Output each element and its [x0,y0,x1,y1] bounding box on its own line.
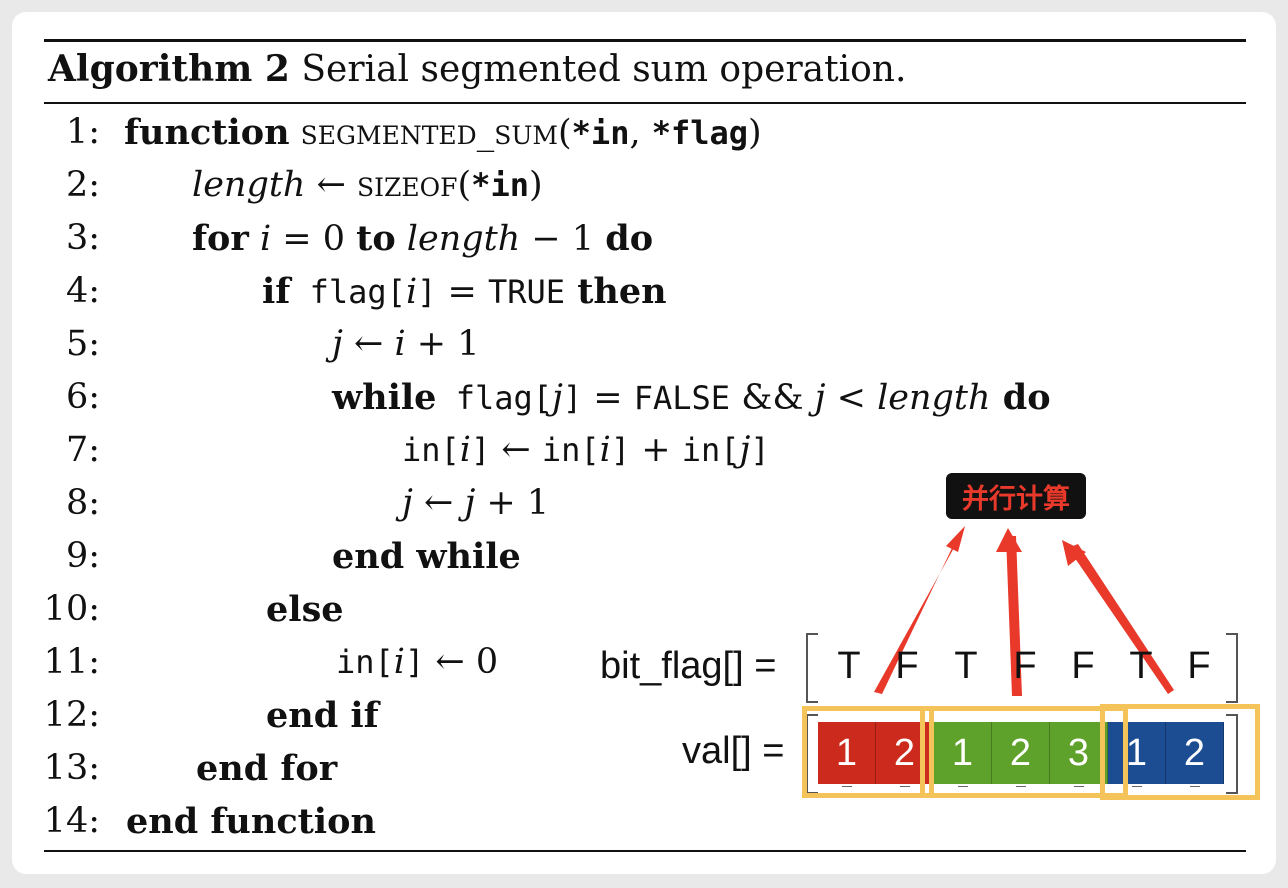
val-cell: 1 [1108,722,1166,784]
bit-flag-bracket-right [1226,633,1238,703]
top-rule [44,39,1246,42]
tick-mark [900,786,910,793]
line-number: 6: [65,377,100,417]
code-line-12: end if [266,695,379,736]
val-cell: 2 [1166,722,1224,784]
parallel-compute-badge: 并行计算 [946,473,1086,519]
tick-mark [1190,786,1200,793]
val-cell: 3 [1050,722,1108,784]
arrow-segment-2-head [996,528,1022,552]
arrow-segment-1-head [946,526,965,552]
line-number: 13: [43,748,100,788]
code-line-10: else [266,589,344,630]
val-label: val[] = [682,730,785,772]
code-line-1: function segmented_sum(*in, *flag) [124,112,762,153]
code-line-6: while flag[j] = FALSE && j < length do [332,377,1051,418]
flag-cell: F [1071,645,1095,687]
bit-flag-bracket-left [806,633,818,703]
bottom-rule [44,850,1246,852]
code-line-13: end for [196,748,338,789]
arrow-segment-3 [1068,544,1174,694]
line-number: 7: [65,430,100,470]
line-number: 11: [43,642,100,682]
algorithm-title: Algorithm 2 Serial segmented sum operati… [48,48,906,90]
tick-mark [1016,786,1026,793]
line-number: 9: [65,536,100,576]
flag-cell: T [1129,645,1153,687]
line-number: 14: [43,801,100,841]
tick-mark [958,786,968,793]
line-number: 4: [65,271,100,311]
flag-cell: T [954,645,978,687]
segment-highlight-3 [1100,704,1260,800]
code-line-11: in[i] ← 0 [336,642,499,682]
tick-mark [1074,786,1084,793]
line-number: 10: [43,589,100,629]
val-cell: 1 [818,722,876,784]
val-cell: 1 [934,722,992,784]
segment-highlight-2 [920,706,1128,798]
tick-mark [842,786,852,793]
code-line-7: in[i] ← in[i] + in[j] [402,430,770,470]
flag-cell: F [1187,645,1211,687]
line-number: 5: [65,324,100,364]
line-number: 8: [65,483,100,523]
arrow-segment-3-head [1062,540,1086,566]
line-number: 3: [65,218,100,258]
val-bracket-right [1226,714,1238,794]
algorithm-caption: Serial segmented sum operation. [301,49,907,90]
flag-cell: T [837,645,861,687]
bit-flag-label: bit_flag[] = [600,645,777,687]
segment-highlight-1 [802,706,934,798]
flag-cell: F [1013,645,1037,687]
arrow-segment-2 [1006,536,1022,696]
code-line-14: end function [126,801,376,842]
code-line-5: j ← i + 1 [332,324,480,364]
code-line-9: end while [332,536,521,577]
code-line-3: for i = 0 to length − 1 do [192,218,654,259]
code-line-2: length ← sizeof(*in) [192,165,543,205]
code-line-8: j ← j + 1 [402,483,550,523]
tick-mark [1132,786,1142,793]
line-number: 12: [43,695,100,735]
val-cell: 2 [992,722,1050,784]
arrow-segment-1 [874,528,965,694]
algorithm-number: Algorithm 2 [48,48,290,90]
line-number: 2: [65,165,100,205]
code-line-4: if flag[i] = TRUE then [262,271,667,312]
flag-cell: F [895,645,919,687]
header-rule [44,102,1246,104]
line-number: 1: [65,112,100,152]
